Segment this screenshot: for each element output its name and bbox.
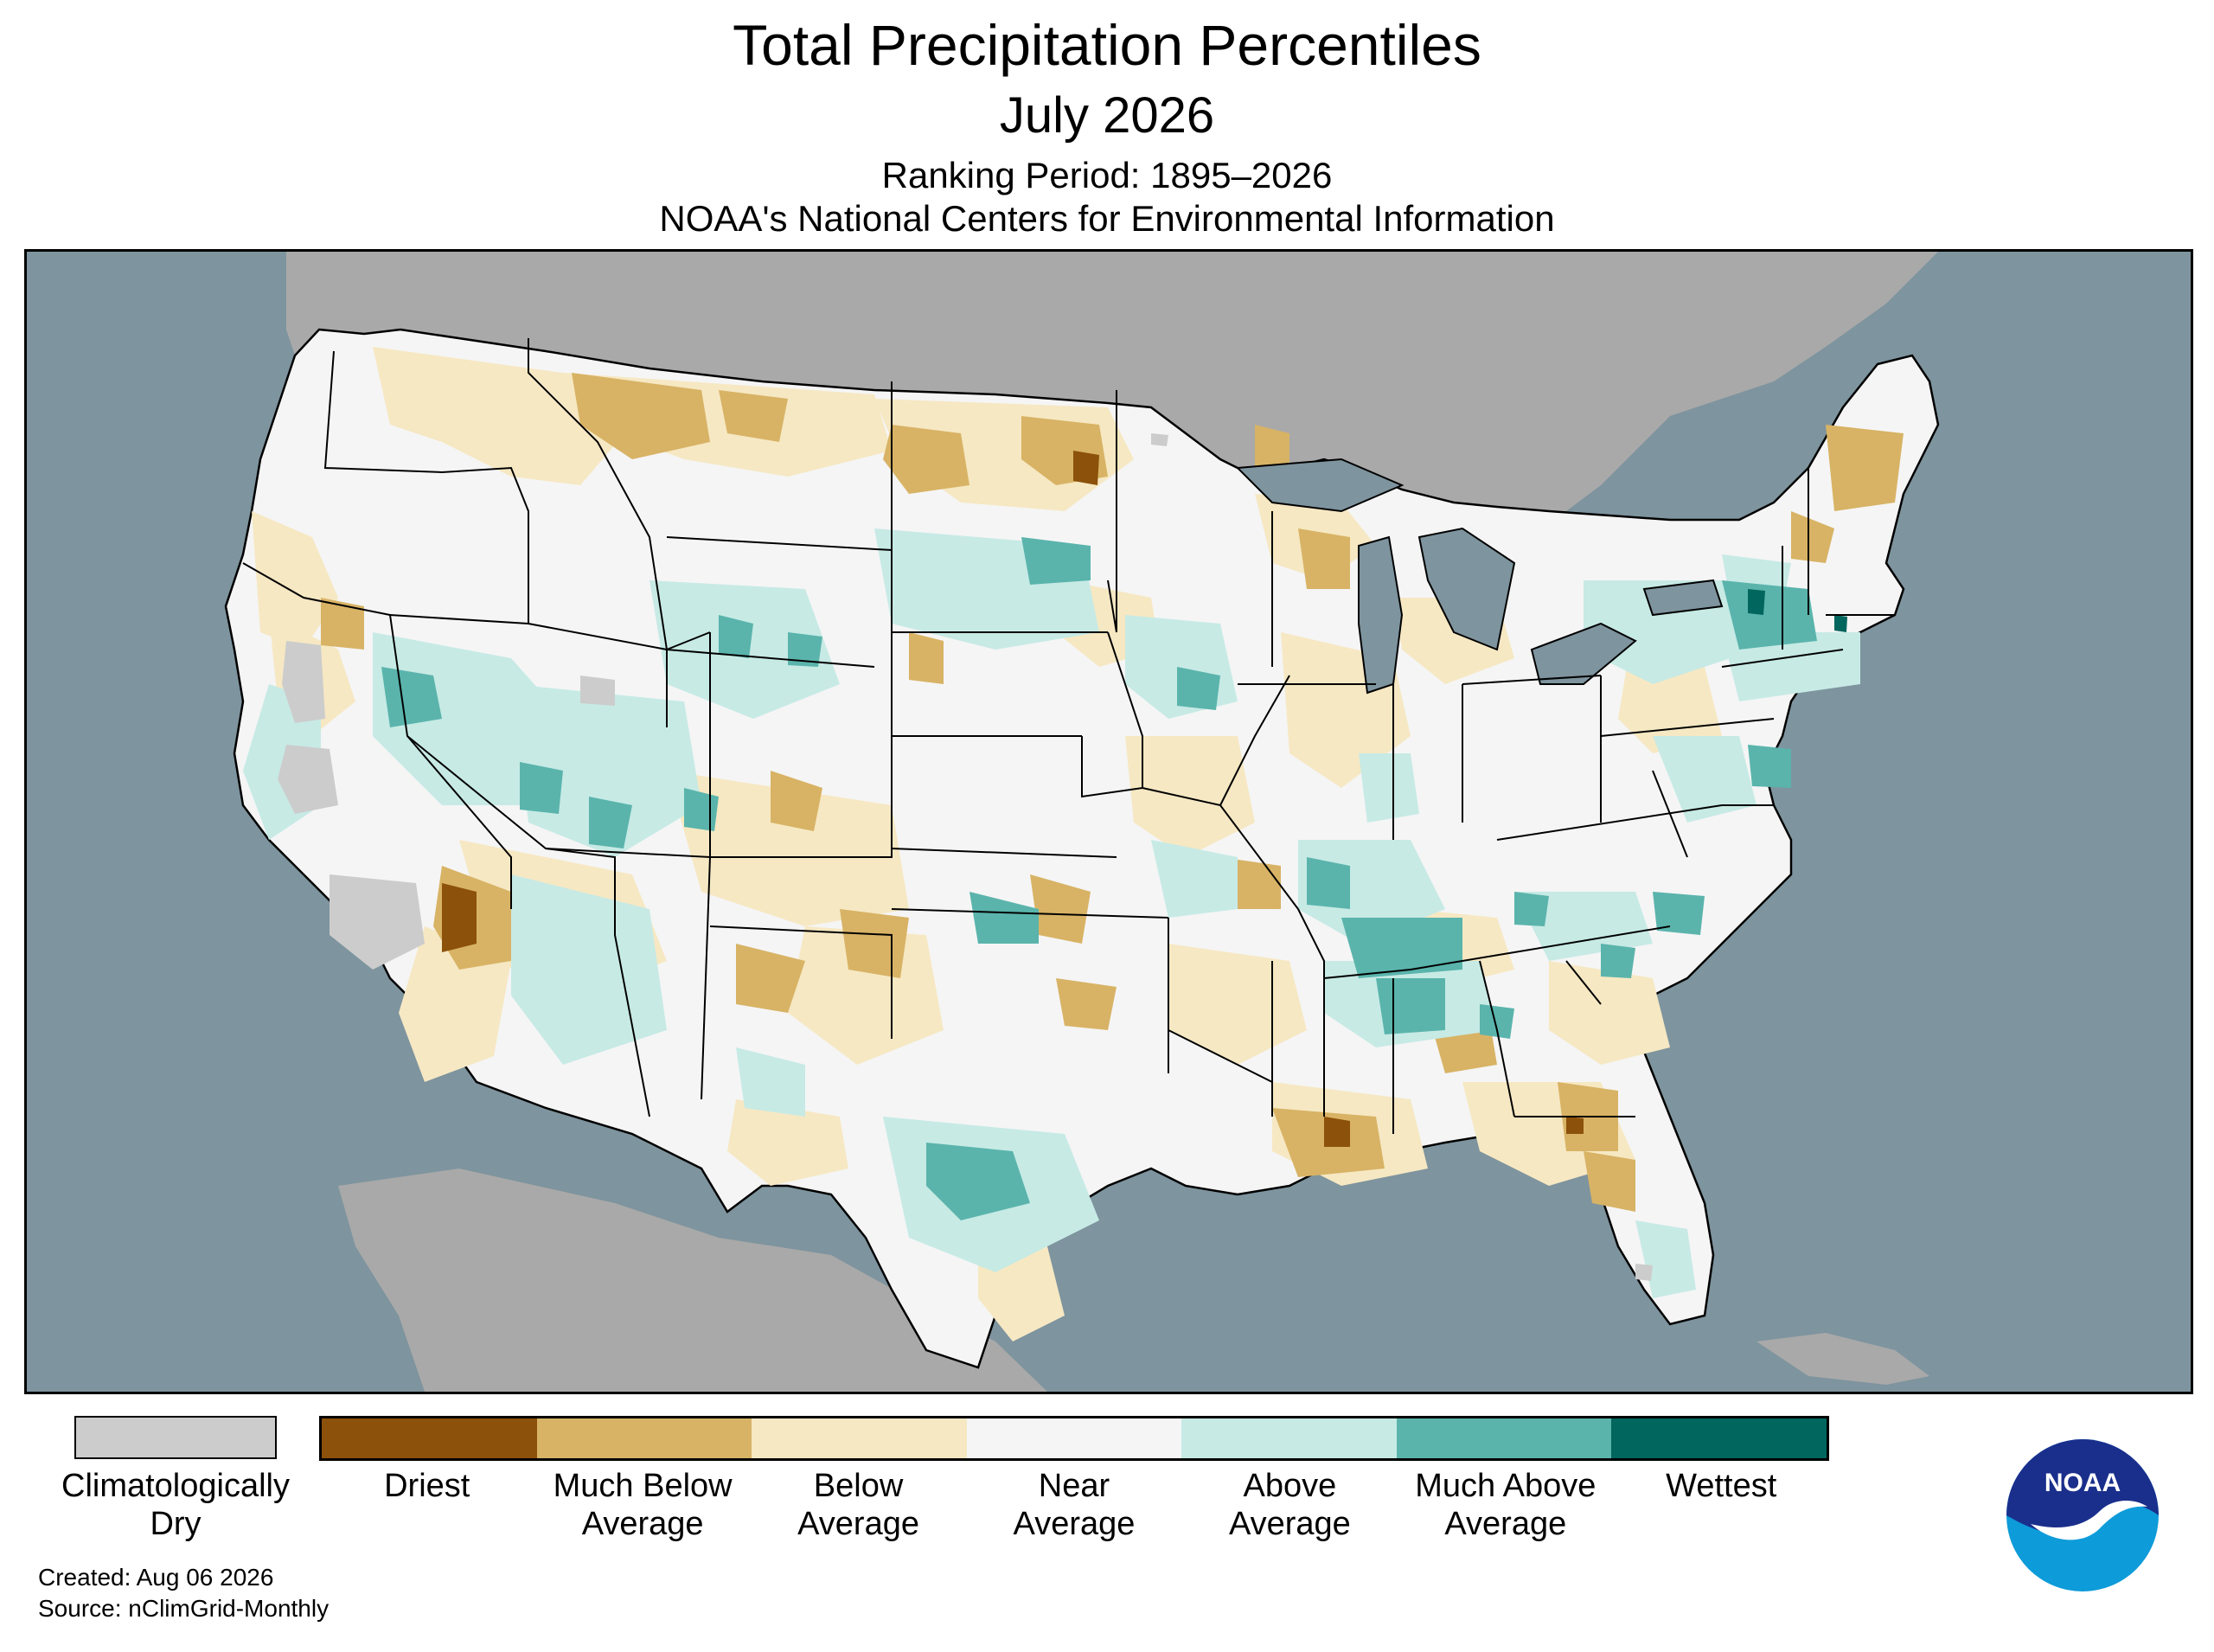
legend-label-dry-line2: Dry: [150, 1506, 202, 1542]
legend-swatch-much-above: [1396, 1418, 1612, 1458]
legend-label-line1: Below: [813, 1468, 904, 1504]
legend-label-line1: Wettest: [1666, 1468, 1777, 1504]
ranking-period: Ranking Period: 1895–2026: [881, 155, 1333, 195]
cuba: [1756, 1333, 1929, 1385]
legend-swatch-above: [1181, 1418, 1397, 1458]
much-above-average-regions: [381, 537, 1817, 1220]
driest-regions: [442, 451, 1584, 1147]
legend-label-line2: Average: [1228, 1506, 1351, 1542]
great-lakes: [1235, 458, 1724, 695]
baja-peninsula: [381, 1190, 546, 1392]
legend-swatch-driest: [322, 1418, 537, 1458]
legend-label-line1: Near: [1038, 1468, 1110, 1504]
legend-swatch-near: [966, 1418, 1182, 1458]
map-title: Total Precipitation Percentiles: [733, 13, 1481, 77]
legend-label-much-above: Much Above Average: [1398, 1467, 1613, 1543]
legend-label-dry-line1: Climatologically: [61, 1468, 290, 1504]
legend-label-near: Near Average: [966, 1467, 1181, 1543]
legend-label-line1: Above: [1243, 1468, 1337, 1504]
legend-label-driest: Driest: [319, 1467, 534, 1543]
legend-label-below: Below Average: [751, 1467, 966, 1543]
wettest-regions: [1748, 589, 1847, 632]
created-date: Created: Aug 06 2026: [38, 1564, 274, 1591]
legend-label-dry: Climatologically Dry: [35, 1467, 317, 1543]
precipitation-map: [24, 249, 2193, 1394]
legend-label-above: Above Average: [1182, 1467, 1398, 1543]
legend-label-line2: Average: [581, 1506, 704, 1542]
legend-swatch-below: [752, 1418, 967, 1458]
map-canvas: [27, 252, 2191, 1392]
legend-label-line1: Driest: [384, 1468, 470, 1504]
legend-color-bar: [319, 1416, 1829, 1461]
map-subtitle: July 2026: [999, 87, 1215, 144]
credits: Created: Aug 06 2026 Source: nClimGrid-M…: [38, 1562, 329, 1624]
legend-label-line1: Much Above: [1415, 1468, 1597, 1504]
legend-labels: Driest Much Below Average Below Average …: [319, 1467, 1829, 1543]
noaa-logo-icon: NOAA: [2006, 1439, 2159, 1591]
legend-swatch-dry: [74, 1416, 277, 1459]
legend-swatch-much-below: [536, 1418, 752, 1458]
legend-label-much-below: Much Below Average: [534, 1467, 750, 1543]
legend-label-line2: Average: [1444, 1506, 1567, 1542]
climatologically-dry-regions: [278, 433, 1653, 1281]
legend-label-line1: Much Below: [553, 1468, 733, 1504]
legend-label-wettest: Wettest: [1614, 1467, 1829, 1543]
legend-label-line2: Average: [797, 1506, 919, 1542]
noaa-logo-text: NOAA: [2044, 1469, 2121, 1497]
legend-label-line2: Average: [1013, 1506, 1136, 1542]
data-source: Source: nClimGrid-Monthly: [38, 1595, 330, 1622]
state-boundaries: [242, 338, 1895, 1134]
legend-swatch-wettest: [1611, 1418, 1827, 1458]
agency-credit: NOAA's National Centers for Environmenta…: [659, 198, 1555, 239]
